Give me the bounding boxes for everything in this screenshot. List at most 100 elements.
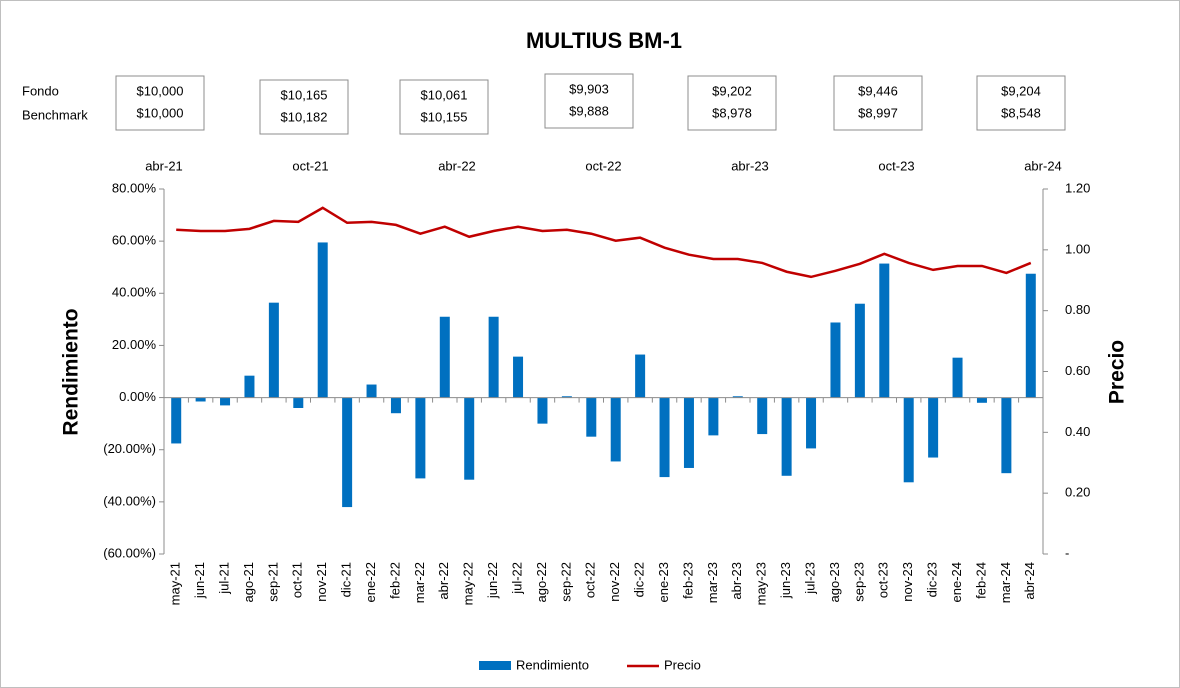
x-tick-label: dic-23 — [925, 562, 940, 597]
bar — [683, 397, 694, 468]
x-tick-label: jul-23 — [802, 562, 817, 595]
bar — [244, 375, 255, 398]
benchmark-value: $10,182 — [281, 109, 328, 124]
top-axis-label: abr-24 — [1024, 158, 1062, 173]
y-axis-title: Rendimiento — [60, 308, 83, 435]
top-axis-label: oct-23 — [878, 158, 914, 173]
x-tick-label: may-23 — [754, 562, 769, 605]
x-tick-label: nov-23 — [900, 562, 915, 602]
y-tick-label: 80.00% — [112, 180, 157, 195]
bar — [610, 397, 621, 462]
box-row-label: Benchmark — [22, 107, 88, 122]
fondo-value: $10,061 — [421, 87, 468, 102]
x-tick-label: abr-24 — [1022, 562, 1037, 600]
price-line — [176, 206, 1032, 279]
bar — [806, 397, 817, 449]
x-tick-label: ago-23 — [827, 562, 842, 602]
x-tick-label: ene-24 — [949, 562, 964, 602]
top-axis-label: oct-22 — [585, 158, 621, 173]
bar — [464, 397, 475, 480]
y2-tick-label: 1.00 — [1065, 241, 1090, 256]
y-tick-label: (40.00%) — [103, 493, 156, 508]
x-tick-label: jul-21 — [216, 562, 231, 595]
bar — [732, 396, 743, 398]
bar — [268, 302, 279, 398]
bar — [390, 397, 401, 414]
bar — [1025, 273, 1036, 398]
bar — [317, 242, 328, 398]
bar — [976, 397, 987, 403]
value-box — [687, 75, 777, 131]
y2-axis-title: Precio — [1106, 340, 1129, 404]
value-box — [399, 79, 489, 135]
legend-swatch — [479, 661, 511, 670]
y-tick-label: 20.00% — [112, 337, 157, 352]
fondo-value: $10,000 — [137, 83, 184, 98]
x-tick-label: nov-21 — [314, 562, 329, 602]
y2-tick-label: 0.20 — [1065, 485, 1090, 500]
bar — [293, 397, 304, 408]
x-tick-label: jun-21 — [192, 562, 207, 599]
y-tick-label: (20.00%) — [103, 441, 156, 456]
y-tick-label: 60.00% — [112, 233, 157, 248]
x-tick-label: oct-23 — [876, 562, 891, 598]
fondo-value: $9,446 — [858, 83, 898, 98]
y-tick-label: (60.00%) — [103, 545, 156, 560]
bar — [708, 397, 719, 436]
bar — [659, 397, 670, 478]
y-tick-label: 0.00% — [119, 389, 156, 404]
bar — [220, 397, 231, 406]
bar — [830, 322, 841, 398]
bar — [903, 397, 914, 483]
x-tick-label: dic-22 — [632, 562, 647, 597]
x-tick-label: feb-24 — [973, 562, 988, 599]
value-box — [544, 73, 634, 129]
bar — [342, 397, 353, 508]
x-tick-label: feb-23 — [680, 562, 695, 599]
x-tick-label: abr-23 — [729, 562, 744, 600]
value-box — [259, 79, 349, 135]
bar — [952, 357, 963, 398]
x-tick-label: jun-22 — [485, 562, 500, 599]
x-tick-label: dic-21 — [339, 562, 354, 597]
top-axis-label: oct-21 — [292, 158, 328, 173]
x-tick-label: feb-22 — [387, 562, 402, 599]
x-tick-label: oct-21 — [290, 562, 305, 598]
y2-tick-label: 0.80 — [1065, 302, 1090, 317]
y2-tick-label: 0.60 — [1065, 363, 1090, 378]
x-tick-label: mar-22 — [412, 562, 427, 603]
value-box — [115, 75, 205, 131]
y-tick-label: 40.00% — [112, 285, 157, 300]
chart-title: MULTIUS BM-1 — [526, 28, 682, 53]
fondo-value: $9,202 — [712, 83, 752, 98]
bar — [757, 397, 768, 435]
top-axis-label: abr-21 — [145, 158, 183, 173]
benchmark-value: $8,997 — [858, 105, 898, 120]
bar — [635, 354, 646, 398]
benchmark-value: $8,548 — [1001, 105, 1041, 120]
x-tick-label: mar-24 — [998, 562, 1013, 603]
x-tick-label: sep-21 — [265, 562, 280, 602]
x-tick-label: ago-22 — [534, 562, 549, 602]
x-tick-label: jul-22 — [509, 562, 524, 595]
x-tick-label: jun-23 — [778, 562, 793, 599]
bar — [513, 356, 524, 398]
x-tick-label: mar-23 — [705, 562, 720, 603]
bar — [415, 397, 426, 479]
bar — [366, 384, 377, 398]
x-tick-label: abr-22 — [436, 562, 451, 600]
top-axis-label: abr-22 — [438, 158, 476, 173]
bar — [195, 397, 206, 402]
x-tick-label: ago-21 — [241, 562, 256, 602]
bar — [488, 316, 499, 398]
box-row-label: Fondo — [22, 83, 59, 98]
x-tick-label: ene-22 — [363, 562, 378, 602]
x-tick-label: sep-22 — [558, 562, 573, 602]
bar — [879, 263, 890, 398]
bar — [854, 303, 865, 398]
fondo-value: $10,165 — [281, 87, 328, 102]
benchmark-value: $8,978 — [712, 105, 752, 120]
value-box — [833, 75, 923, 131]
x-tick-label: may-21 — [168, 562, 183, 605]
fondo-value: $9,204 — [1001, 83, 1041, 98]
